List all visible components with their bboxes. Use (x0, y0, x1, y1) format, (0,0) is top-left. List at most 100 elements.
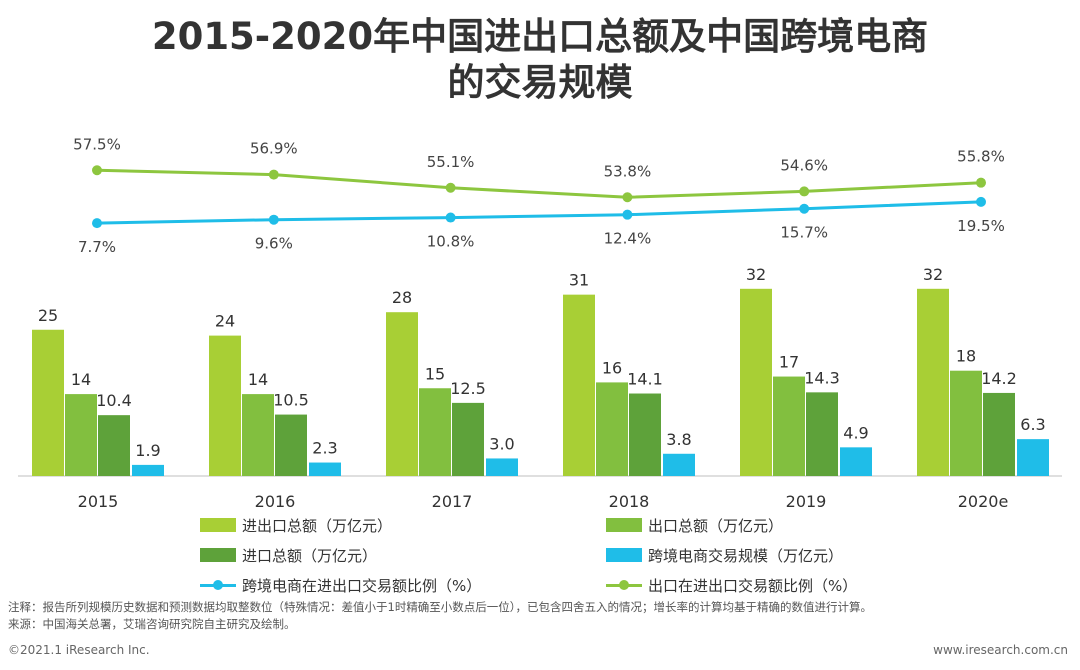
website-text: www.iresearch.com.cn (933, 643, 1068, 657)
legend-swatch (606, 548, 642, 562)
bar-s1-2015 (65, 394, 97, 476)
bar-value-label: 25 (38, 306, 58, 325)
bar-value-label: 28 (392, 288, 412, 307)
line-point-0-2020e (976, 177, 986, 188)
source-text: 来源：中国海关总署，艾瑞咨询研究院自主研究及绘制。 (8, 617, 296, 631)
x-tick-label-2017: 2017 (432, 492, 473, 511)
bar-value-label: 24 (215, 312, 235, 331)
line-point-1-2015 (92, 218, 102, 229)
x-tick-label-2018: 2018 (609, 492, 650, 511)
legend-item: 出口总额（万亿元） (606, 514, 783, 536)
line-point-0-2016 (268, 169, 279, 180)
bar-s3-2020e (1017, 439, 1049, 476)
bar-value-label: 3.0 (489, 434, 514, 453)
bar-s2-2016 (275, 414, 307, 476)
bar-s3-2017 (486, 458, 518, 476)
line-value-label: 55.1% (427, 153, 475, 171)
line-value-label: 56.9% (250, 140, 298, 158)
bar-s1-2019 (773, 376, 805, 476)
bar-s3-2019 (840, 447, 872, 476)
legend-item: 进口总额（万亿元） (200, 544, 377, 566)
line-series-1 (96, 200, 982, 225)
line-point-1-2020e (976, 196, 986, 207)
bar-s1-2017 (419, 388, 451, 476)
line-value-label: 10.8% (427, 233, 475, 251)
line-value-label: 53.8% (604, 162, 652, 180)
bar-value-label: 17 (779, 353, 799, 372)
x-tick-label-2020e: 2020e (958, 492, 1009, 511)
bar-value-label: 10.4 (96, 391, 132, 410)
bar-value-label: 6.3 (1020, 415, 1045, 434)
chart-title-line2: 的交易规模 (447, 61, 633, 104)
bar-value-label: 18 (956, 347, 976, 366)
bar-s0-2017 (386, 312, 418, 476)
bar-s2-2015 (98, 415, 130, 476)
bar-s3-2015 (132, 464, 164, 476)
bar-s2-2017 (452, 402, 484, 476)
legend-item: 跨境电商在进出口交易额比例（%） (200, 574, 481, 596)
bar-value-label: 14 (248, 370, 268, 389)
bar-s1-2018 (596, 382, 628, 476)
line-point-0-2018 (622, 192, 633, 203)
bar-value-label: 12.5 (450, 379, 486, 398)
bar-value-label: 14.2 (981, 369, 1017, 388)
bar-s1-2016 (242, 394, 274, 476)
legend-label: 进口总额（万亿元） (242, 546, 378, 565)
legend-item: 进出口总额（万亿元） (200, 514, 392, 536)
bar-value-label: 4.9 (843, 423, 868, 442)
legend-label: 进出口总额（万亿元） (242, 516, 393, 535)
line-value-label: 7.7% (78, 238, 116, 256)
line-value-label: 15.7% (780, 224, 828, 242)
bar-value-label: 14.3 (804, 368, 840, 387)
legend-swatch (606, 578, 642, 592)
bar-value-label: 10.5 (273, 391, 309, 410)
line-value-label: 12.4% (604, 230, 652, 248)
bar-s3-2016 (309, 462, 341, 476)
line-point-0-2015 (92, 165, 102, 176)
bar-value-label: 3.8 (666, 430, 691, 449)
bar-value-label: 14 (71, 370, 91, 389)
bar-s2-2019 (806, 392, 838, 476)
legend-item: 出口在进出口交易额比例（%） (606, 574, 857, 596)
bar-s2-2020e (983, 392, 1015, 476)
bar-s0-2020e (917, 288, 949, 476)
x-tick-label-2015: 2015 (78, 492, 119, 511)
bar-s0-2019 (740, 288, 772, 476)
line-series-0 (96, 168, 982, 199)
legend-swatch (200, 518, 236, 532)
line-point-1-2019 (799, 203, 810, 214)
line-value-label: 19.5% (957, 217, 1005, 235)
line-point-1-2016 (268, 214, 279, 225)
legend-label: 出口在进出口交易额比例（%） (648, 576, 858, 595)
x-tick-label-2016: 2016 (255, 492, 296, 511)
legend-label: 出口总额（万亿元） (648, 516, 784, 535)
line-point-1-2018 (622, 209, 633, 220)
bar-value-label: 1.9 (135, 441, 160, 460)
bar-s2-2018 (629, 393, 661, 476)
line-value-label: 54.6% (780, 156, 828, 174)
legend-label: 跨境电商交易规模（万亿元） (648, 546, 844, 565)
bar-value-label: 14.1 (627, 370, 663, 389)
legend-swatch (200, 578, 236, 592)
note-text: 注释：报告所列规模历史数据和预测数据均取整数位（特殊情况：差值小于1时精确至小数… (8, 600, 873, 614)
line-value-label: 57.5% (73, 135, 121, 153)
bar-value-label: 32 (746, 265, 766, 284)
line-value-label: 55.8% (957, 148, 1005, 166)
bar-value-label: 15 (425, 364, 445, 383)
line-value-label: 9.6% (255, 235, 293, 253)
line-point-0-2017 (445, 182, 456, 193)
chart-title-line1: 2015-2020年中国进出口总额及中国跨境电商 (151, 15, 929, 58)
chart-title: 2015-2020年中国进出口总额及中国跨境电商 的交易规模 (0, 14, 1080, 106)
legend-swatch (200, 548, 236, 562)
bar-s1-2020e (950, 370, 982, 476)
bar-value-label: 31 (569, 271, 589, 290)
bar-s0-2016 (209, 335, 241, 476)
legend-item: 跨境电商交易规模（万亿元） (606, 544, 843, 566)
copyright-text: ©2021.1 iResearch Inc. (8, 643, 150, 657)
bar-s0-2018 (563, 294, 595, 476)
chart-area: 25 24 28 31 32 32 14 14 15 16 17 18 10.4 10.5 12.5 14.1… (18, 135, 1062, 511)
bar-value-label: 2.3 (312, 439, 337, 458)
legend-swatch (606, 518, 642, 532)
bar-value-label: 16 (602, 358, 622, 377)
bar-value-label: 32 (923, 265, 943, 284)
